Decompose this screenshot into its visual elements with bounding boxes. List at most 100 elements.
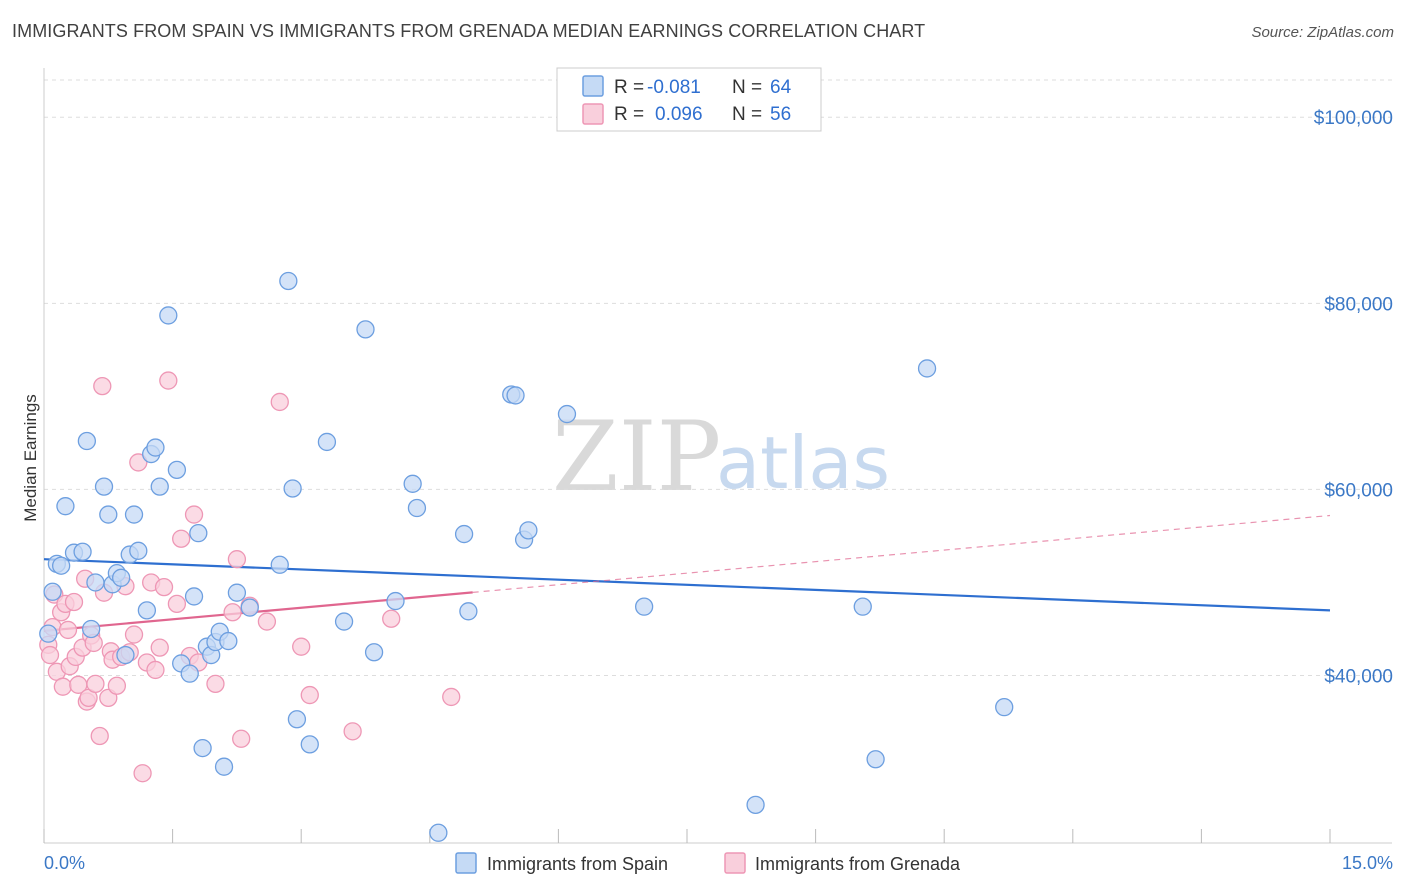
grenada-point	[167, 594, 187, 614]
legend-spain-swatch	[582, 75, 604, 97]
spain-point	[283, 479, 302, 498]
legend-box: R = -0.081 N = 64 R = 0.096 N = 56	[556, 67, 822, 132]
grenada-point	[232, 729, 251, 748]
bottom-legend-grenada-label: Immigrants from Grenada	[755, 854, 961, 874]
bottom-legend: Immigrants from Spain Immigrants from Gr…	[455, 852, 961, 874]
watermark-atlas: atlas	[716, 421, 890, 505]
spain-point	[146, 438, 165, 457]
grenada-point	[223, 603, 242, 622]
spain-point	[86, 573, 105, 592]
spain-point	[454, 524, 474, 544]
spain-point	[124, 505, 144, 524]
spain-point	[317, 432, 337, 452]
grenada-point	[90, 726, 109, 746]
spain-point	[112, 568, 131, 587]
grenada-point	[133, 764, 152, 783]
grenada-point	[86, 674, 105, 694]
spain-point	[137, 601, 157, 620]
spain-point	[180, 664, 199, 683]
grenada-point	[40, 645, 60, 665]
spain-point	[459, 602, 478, 621]
y-tick-label: $80,000	[1324, 294, 1393, 315]
grenada-point	[206, 674, 225, 694]
legend-grenada-r-label: R =	[614, 104, 644, 125]
spain-point	[429, 823, 448, 842]
legend-grenada-n-value: 56	[770, 104, 791, 125]
y-axis-title: Median Earnings	[21, 394, 40, 522]
chart-title: IMMIGRANTS FROM SPAIN VS IMMIGRANTS FROM…	[12, 21, 926, 41]
grenada-point	[442, 687, 461, 707]
grenada-point	[227, 550, 247, 569]
legend-spain-n-label: N =	[732, 77, 762, 98]
spain-point	[300, 735, 319, 754]
legend-spain-r-label: R =	[614, 77, 644, 98]
grenada-point	[270, 392, 289, 412]
spain-point	[159, 306, 178, 325]
spain-point	[287, 710, 307, 729]
spain-point	[56, 497, 75, 516]
spain-point	[746, 795, 765, 814]
grenada-point	[154, 577, 174, 597]
grenada-point	[172, 529, 191, 548]
spain-point	[403, 474, 422, 493]
bottom-legend-spain-label: Immigrants from Spain	[487, 854, 668, 874]
spain-point	[51, 556, 71, 575]
spain-point	[334, 612, 354, 631]
spain-point	[995, 697, 1014, 717]
grenada-point	[146, 660, 165, 680]
spain-point	[219, 631, 238, 651]
spain-point	[99, 505, 118, 524]
spain-point	[73, 542, 92, 561]
spain-point	[866, 750, 885, 769]
spain-point	[407, 498, 427, 518]
spain-point	[853, 597, 872, 616]
spain-points	[39, 271, 1014, 842]
spain-point	[77, 431, 97, 451]
bottom-legend-grenada-swatch	[724, 852, 746, 874]
source-note: Source: ZipAtlas.com	[1251, 24, 1394, 41]
spain-point	[82, 619, 101, 639]
spain-point	[519, 521, 538, 540]
spain-point	[270, 555, 289, 574]
spain-point	[356, 320, 375, 339]
spain-point	[94, 477, 114, 496]
spain-point	[506, 386, 525, 405]
grenada-point	[382, 609, 401, 628]
spain-point	[116, 645, 135, 665]
grenada-point	[53, 677, 73, 696]
grenada-point	[159, 371, 178, 390]
y-tick-label: $40,000	[1324, 667, 1393, 688]
axes: $40,000 $60,000 $80,000 $100,000 0.0% 15.0%	[43, 68, 1393, 873]
legend-spain-n-value: 64	[770, 77, 792, 98]
grenada-point	[257, 612, 277, 631]
grenada-point	[150, 638, 169, 657]
grenada-point	[64, 592, 84, 612]
y-tick-label: $100,000	[1314, 108, 1393, 129]
spain-point	[189, 523, 208, 543]
grenada-point	[58, 620, 78, 640]
spain-point	[386, 591, 405, 611]
spain-point	[193, 738, 212, 758]
x-tick-label: 0.0%	[44, 853, 85, 873]
spain-point	[129, 541, 148, 560]
grenada-point	[124, 625, 144, 644]
spain-point	[240, 598, 259, 617]
legend-spain-r-value: -0.081	[647, 77, 701, 98]
spain-point	[39, 624, 58, 643]
spain-point	[150, 477, 169, 496]
spain-point	[167, 460, 187, 480]
y-tick-label: $60,000	[1324, 480, 1393, 501]
grenada-point	[184, 505, 204, 524]
legend-grenada-n-label: N =	[732, 104, 762, 125]
spain-point	[917, 359, 937, 378]
spain-point	[557, 404, 577, 424]
grenada-point	[300, 685, 319, 705]
spain-point	[43, 582, 62, 601]
grenada-trend-extension	[472, 514, 1331, 593]
spain-point	[279, 271, 298, 291]
grenada-point	[343, 722, 362, 741]
grenada-point	[93, 376, 112, 396]
spain-point	[184, 587, 204, 606]
grenada-point	[292, 637, 311, 656]
